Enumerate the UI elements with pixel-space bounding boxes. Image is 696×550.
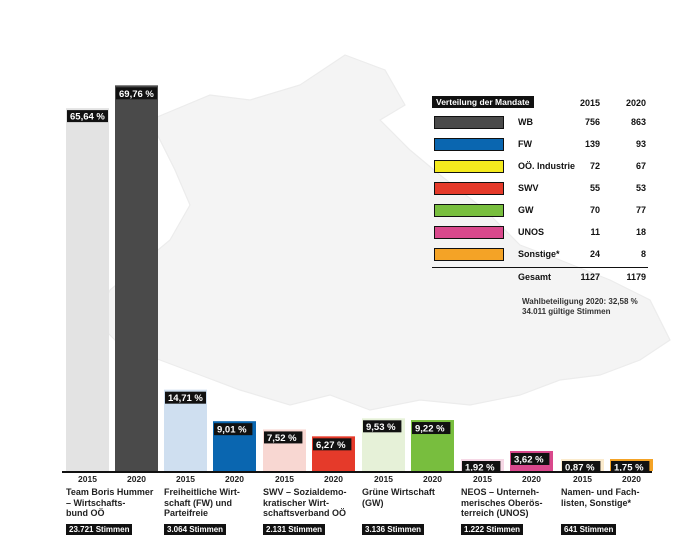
legend-year-2020: 2020 (625, 98, 646, 108)
valid-votes-line: 34.011 gültige Stimmen (522, 307, 611, 316)
legend-row: WB 756 863 (432, 110, 648, 132)
legend-row: OÖ. Industrie 72 67 (432, 154, 648, 176)
value-label: 7,52 % (267, 433, 297, 444)
value-label: 6,27 % (316, 440, 346, 451)
legend-abbr: UNOS (518, 227, 545, 237)
value-label-bg (214, 423, 253, 436)
legend-total-2015: 1127 (580, 272, 600, 282)
party-votes: 641 Stimmen (561, 524, 617, 535)
legend-total-2020: 1179 (626, 272, 646, 282)
party-votes: 3.136 Stimmen (362, 524, 425, 535)
legend-abbr: GW (518, 205, 534, 215)
legend-row: SWV 55 53 (432, 176, 648, 198)
chart-baseline (62, 471, 652, 473)
value-label-bg (562, 461, 601, 473)
year-tick-label: 2020 (324, 474, 343, 484)
legend-total-label: Gesamt (518, 272, 552, 282)
party-name: SWV – Sozialdemo- kratischer Wirt- schaf… (263, 487, 347, 518)
year-tick-label: 2015 (473, 474, 492, 484)
value-label-bg (67, 110, 108, 123)
party-name: Grüne Wirtschaft (GW) (362, 487, 435, 508)
legend-value-2015: 55 (589, 183, 600, 193)
value-label: 65,64 % (70, 112, 105, 123)
legend-row: UNOS 11 18 (432, 220, 648, 242)
year-tick-label: 2020 (127, 474, 146, 484)
bar-0-2015 (66, 108, 109, 472)
party-name: NEOS – Unterneh- merisches Oberös- terre… (461, 487, 543, 518)
legend-value-2020: 863 (630, 117, 646, 127)
party-votes: 1.222 Stimmen (461, 524, 524, 535)
party-name: Freiheitliche Wirt- schaft (FW) und Part… (164, 487, 240, 518)
value-label: 9,53 % (366, 422, 396, 433)
value-label: 3,62 % (514, 454, 544, 465)
legend-value-2020: 18 (635, 227, 646, 237)
value-label: 14,71 % (168, 393, 203, 404)
legend-row: Sonstige* 24 8 (432, 242, 648, 264)
year-tick-label: 2015 (176, 474, 195, 484)
year-tick-label: 2015 (374, 474, 393, 484)
party-votes: 3.064 Stimmen (164, 524, 227, 535)
year-tick-label: 2020 (423, 474, 442, 484)
value-label: 9,01 % (217, 425, 247, 436)
turnout-line: Wahlbeteiligung 2020: 32,58 % (522, 297, 638, 306)
legend-value-2015: 139 (584, 139, 600, 149)
value-label: 1,92 % (465, 463, 495, 474)
year-tick-label: 2015 (573, 474, 592, 484)
value-label-bg (116, 87, 157, 100)
legend: Verteilung der Mandate 2015 2020 WB 756 86… (432, 96, 648, 284)
legend-swatch (434, 248, 504, 261)
value-label: 0,87 % (565, 463, 595, 474)
value-label-bg (412, 422, 451, 435)
legend-row: GW 70 77 (432, 198, 648, 220)
legend-swatch (434, 138, 504, 151)
legend-abbr: Sonstige* (518, 249, 560, 259)
value-label-bg (264, 431, 303, 444)
legend-value-2020: 53 (635, 183, 646, 193)
legend-abbr: OÖ. Industrie (518, 161, 576, 171)
legend-swatch (434, 182, 504, 195)
value-label: 69,76 % (119, 89, 154, 100)
legend-value-2020: 93 (635, 139, 646, 149)
legend-swatch (434, 116, 504, 129)
legend-value-2015: 24 (589, 249, 600, 259)
year-tick-label: 2015 (78, 474, 97, 484)
value-label-bg (511, 452, 550, 465)
year-tick-label: 2020 (522, 474, 541, 484)
legend-swatch (434, 160, 504, 173)
year-tick-label: 2020 (225, 474, 244, 484)
legend-title: Verteilung der Mandate (432, 96, 534, 108)
year-tick-label: 2015 (275, 474, 294, 484)
value-label: 9,22 % (415, 424, 445, 435)
value-label-bg (165, 391, 206, 404)
party-votes: 2.131 Stimmen (263, 524, 326, 535)
legend-year-2015: 2015 (579, 98, 600, 108)
legend-total-row: Gesamt 1127 1179 (432, 267, 648, 284)
party-name: Team Boris Hummer – Wirtschafts- bund OÖ (66, 487, 154, 518)
legend-abbr: FW (518, 139, 532, 149)
value-label-bg (462, 461, 501, 473)
year-tick-label: 2020 (622, 474, 641, 484)
value-label-bg (363, 420, 402, 433)
value-label-bg (611, 461, 650, 473)
legend-value-2015: 70 (589, 205, 600, 215)
legend-value-2020: 77 (635, 205, 646, 215)
value-label-bg (313, 438, 352, 451)
legend-value-2020: 67 (635, 161, 646, 171)
legend-value-2015: 756 (584, 117, 600, 127)
legend-abbr: WB (518, 117, 533, 127)
legend-swatch (434, 204, 504, 217)
party-name: Namen- und Fach- listen, Sonstige* (561, 487, 640, 508)
party-votes: 23.721 Stimmen (66, 524, 133, 535)
turnout-note: Wahlbeteiligung 2020: 32,58 % 34.011 gül… (522, 297, 638, 317)
legend-abbr: SWV (518, 183, 539, 193)
legend-value-2020: 8 (640, 249, 646, 259)
legend-swatch (434, 226, 504, 239)
value-label: 1,75 % (614, 463, 644, 474)
legend-row: FW 139 93 (432, 132, 648, 154)
bar-0-2020 (115, 85, 158, 472)
legend-value-2015: 11 (590, 227, 600, 237)
legend-value-2015: 72 (589, 161, 600, 171)
